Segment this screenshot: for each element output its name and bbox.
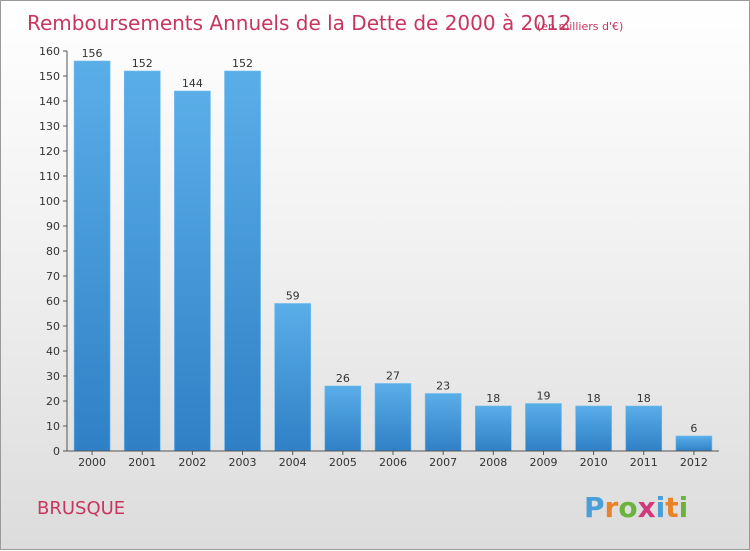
- bar-2003: [224, 70, 261, 452]
- data-label-2002: 144: [182, 77, 203, 90]
- data-label-2010: 18: [587, 392, 601, 405]
- logo-letter: i: [679, 491, 689, 524]
- data-label-2009: 19: [536, 390, 550, 403]
- data-label-2003: 152: [232, 57, 253, 70]
- logo-letter: P: [584, 491, 605, 524]
- x-tick-label: 2007: [429, 456, 457, 469]
- logo-letter: t: [665, 491, 678, 524]
- data-label-2011: 18: [637, 392, 651, 405]
- x-axis: 2000 2001 2002 2003 2004 2005 2006 2007 2008 2009…: [67, 450, 719, 469]
- logo-letter: o: [618, 491, 637, 524]
- y-tick-label: 50: [46, 320, 60, 333]
- data-label-2007: 23: [436, 380, 450, 393]
- bar-2000: [73, 60, 111, 452]
- y-tick-label: 10: [46, 420, 60, 433]
- x-tick-label: 2008: [479, 456, 507, 469]
- y-tick-label: 90: [46, 220, 60, 233]
- data-label-2008: 18: [486, 392, 500, 405]
- x-tick-label: 2005: [329, 456, 357, 469]
- x-tick-label: 2003: [229, 456, 257, 469]
- x-tick-label: 2010: [580, 456, 608, 469]
- x-tick-label: 2004: [279, 456, 307, 469]
- y-axis: 0 10 20 30 40 50 60 70 80 90 100 110 120 130 140 150 160: [39, 45, 68, 458]
- y-tick-label: 30: [46, 370, 60, 383]
- bar-2011: [625, 405, 663, 452]
- data-label-2001: 152: [132, 57, 153, 70]
- chart-subtitle: (en milliers d'€): [537, 20, 623, 33]
- x-tick-label: 2006: [379, 456, 407, 469]
- y-tick-label: 150: [39, 70, 60, 83]
- chart-title: Remboursements Annuels de la Dette de 20…: [27, 11, 571, 35]
- bar-2010: [575, 405, 612, 452]
- y-tick-label: 110: [39, 170, 60, 183]
- x-tick-label: 2011: [630, 456, 658, 469]
- y-tick-label: 130: [39, 120, 60, 133]
- y-tick-label: 80: [46, 245, 60, 258]
- bar-2001: [123, 70, 161, 452]
- bar-2012: [675, 435, 713, 452]
- logo-letter: i: [656, 491, 666, 524]
- data-label-2004: 59: [286, 290, 300, 303]
- y-tick-label: 0: [53, 445, 60, 458]
- data-label-2012: 6: [690, 422, 697, 435]
- data-label-2000: 156: [82, 47, 103, 60]
- bar-2009: [525, 403, 562, 452]
- y-tick-label: 40: [46, 345, 60, 358]
- x-tick-label: 2002: [178, 456, 206, 469]
- x-tick-label: 2009: [529, 456, 557, 469]
- y-tick-label: 120: [39, 145, 60, 158]
- bar-2002: [174, 90, 211, 452]
- x-tick-label: 2000: [78, 456, 106, 469]
- logo-letter: x: [638, 491, 656, 524]
- data-label-2006: 27: [386, 370, 400, 383]
- x-tick-label: 2012: [680, 456, 708, 469]
- bar-2005: [324, 385, 362, 452]
- x-tick-label: 2001: [128, 456, 156, 469]
- bars: 156 152 144 152 59 26 27 23 18 19 18 18 6: [73, 47, 713, 452]
- bar-2007: [424, 393, 462, 452]
- bar-2006: [374, 383, 412, 452]
- bar-2004: [274, 303, 311, 452]
- logo-letter: r: [605, 491, 619, 524]
- y-tick-label: 70: [46, 270, 60, 283]
- data-label-2005: 26: [336, 372, 350, 385]
- y-tick-label: 60: [46, 295, 60, 308]
- y-tick-label: 100: [39, 195, 60, 208]
- y-tick-label: 20: [46, 395, 60, 408]
- bar-2008: [475, 405, 512, 452]
- proxiti-logo: Proxiti: [584, 491, 688, 524]
- y-tick-label: 160: [39, 45, 60, 58]
- y-tick-label: 140: [39, 95, 60, 108]
- commune-name: BRUSQUE: [37, 498, 125, 519]
